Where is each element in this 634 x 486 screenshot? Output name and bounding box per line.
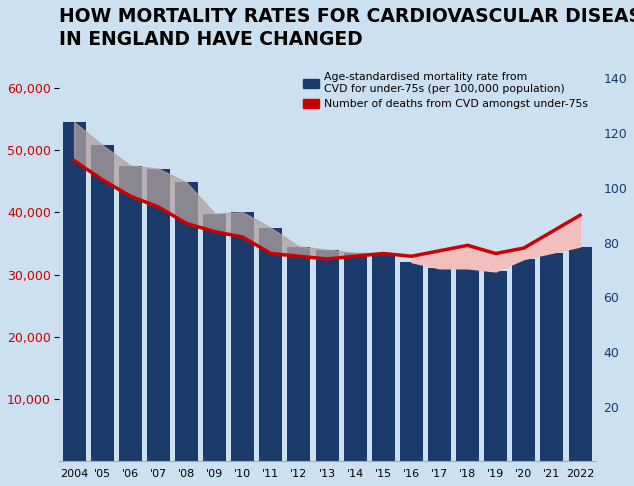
Bar bbox=[400, 262, 423, 461]
Bar bbox=[231, 212, 254, 461]
Bar bbox=[203, 213, 226, 461]
Bar bbox=[569, 246, 592, 461]
Bar bbox=[287, 246, 311, 461]
Bar bbox=[259, 228, 282, 461]
Bar bbox=[119, 166, 142, 461]
Bar bbox=[63, 122, 86, 461]
Bar bbox=[344, 253, 366, 461]
Legend: Age-standardised mortality rate from
CVD for under-75s (per 100,000 population),: Age-standardised mortality rate from CVD… bbox=[301, 70, 590, 111]
Text: HOW MORTALITY RATES FOR CARDIOVASCULAR DISEASE
IN ENGLAND HAVE CHANGED: HOW MORTALITY RATES FOR CARDIOVASCULAR D… bbox=[58, 7, 634, 50]
Bar bbox=[456, 268, 479, 461]
Bar bbox=[428, 268, 451, 461]
Bar bbox=[540, 253, 564, 461]
Bar bbox=[512, 259, 535, 461]
Bar bbox=[91, 145, 113, 461]
Bar bbox=[484, 272, 507, 461]
Bar bbox=[147, 169, 170, 461]
Bar bbox=[175, 182, 198, 461]
Bar bbox=[372, 253, 395, 461]
Bar bbox=[316, 250, 339, 461]
